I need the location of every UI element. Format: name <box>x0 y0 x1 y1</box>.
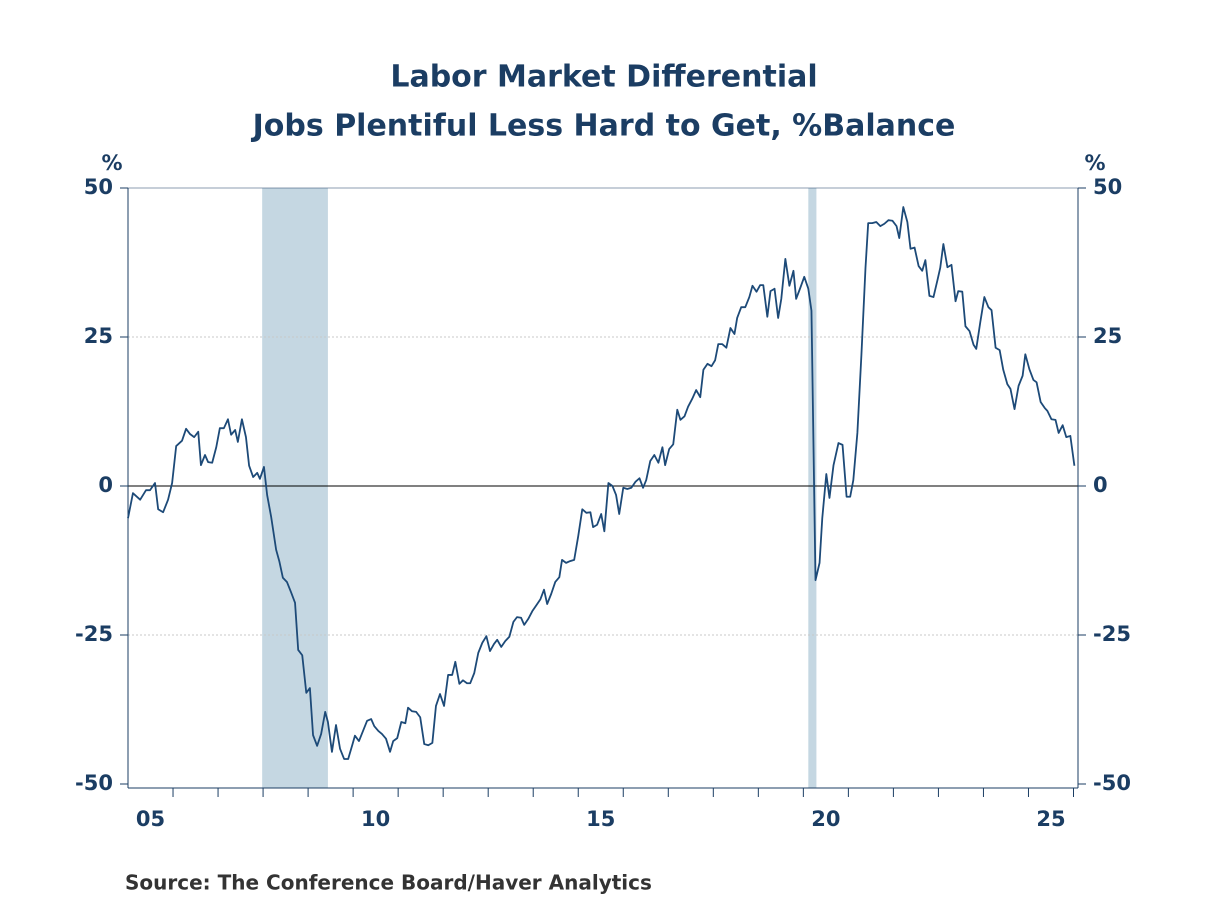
y2-tick-label: -50 <box>1093 771 1131 795</box>
chart-title: Labor Market Differential <box>390 60 817 95</box>
y2-tick-label: 50 <box>1093 175 1122 199</box>
plot-area: -50 -25 0 25 50 -50 -25 0 25 50 05 10 15 20 25 <box>75 175 1131 831</box>
y2-axis-label: % <box>1084 151 1105 175</box>
y-tick-label: -50 <box>75 771 113 795</box>
x-tick-label: 05 <box>136 807 165 831</box>
x-tick-label: 10 <box>361 807 390 831</box>
y2-tick-label: -25 <box>1093 622 1131 646</box>
chart-subtitle: Jobs Plentiful Less Hard to Get, %Balanc… <box>251 109 956 144</box>
x-tick-label: 20 <box>811 807 840 831</box>
y-axis-label: % <box>101 151 122 175</box>
y2-tick-label: 25 <box>1093 324 1122 348</box>
x-tick-label: 15 <box>586 807 615 831</box>
recession-shade <box>262 188 328 788</box>
source-note: Source: The Conference Board/Haver Analy… <box>125 871 652 895</box>
y-tick-label: 50 <box>84 175 113 199</box>
y-tick-label: 0 <box>98 473 113 497</box>
y-tick-label: -25 <box>75 622 113 646</box>
data-line <box>127 206 1076 760</box>
y-tick-label: 25 <box>84 324 113 348</box>
x-tick-label: 25 <box>1036 807 1065 831</box>
y2-tick-label: 0 <box>1093 473 1108 497</box>
recession-shade <box>808 188 817 788</box>
